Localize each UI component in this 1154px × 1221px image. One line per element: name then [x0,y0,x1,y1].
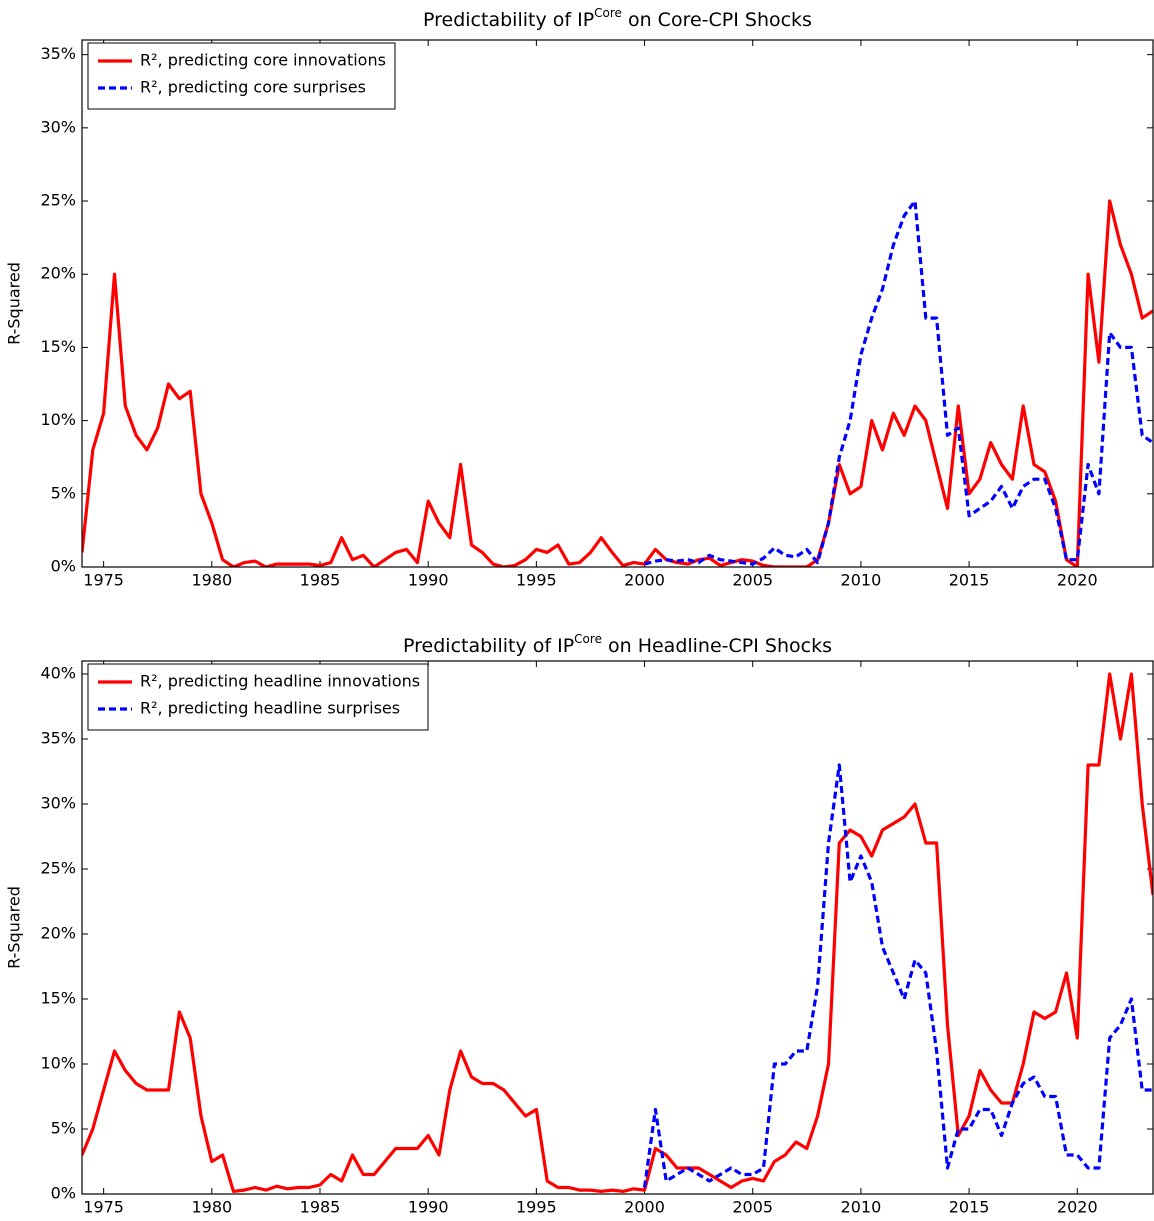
y-tick-label: 15% [40,989,76,1008]
plot-frame [81,660,1154,1195]
y-tick-label: 25% [40,191,76,210]
x-tick-label: 1985 [300,1198,341,1217]
y-tick-label: 5% [51,1119,76,1138]
y-tick-label: 15% [40,337,76,356]
y-tick-label: 30% [40,794,76,813]
x-tick-label: 1975 [83,1198,124,1217]
x-tick-label: 2010 [841,1198,882,1217]
y-axis-label: R-Squared [5,262,24,345]
x-tick-label: 2005 [732,1198,773,1217]
legend-label: R², predicting core innovations [140,51,386,70]
y-tick-label: 0% [51,557,76,576]
x-tick-label: 1980 [191,1198,232,1217]
x-tick-label: 2020 [1057,1198,1098,1217]
series-line [82,672,1153,1193]
y-axis-label: R-Squared [5,886,24,969]
x-tick-label: 2015 [949,571,990,590]
x-tick-label: 2005 [732,571,773,590]
y-tick-label: 40% [40,664,76,683]
title-part: Core [594,6,622,20]
x-tick-label: 2015 [949,1198,990,1217]
title-part: on Headline-CPI Shocks [602,635,832,657]
chart-title: Predictability of IPCore on Headline-CPI… [403,632,832,657]
subplot: Predictability of IPCore on Core-CPI Sho… [5,6,1154,590]
y-tick-label: 20% [40,264,76,283]
x-tick-label: 1985 [300,571,341,590]
x-tick-label: 2000 [624,571,665,590]
y-tick-label: 5% [51,483,76,502]
title-part: on Core-CPI Shocks [622,9,812,31]
title-part: Predictability of IP [423,9,594,31]
y-tick-label: 35% [40,44,76,63]
plot-frame [81,39,1154,568]
y-tick-label: 35% [40,729,76,748]
subplot: Predictability of IPCore on Headline-CPI… [5,632,1154,1217]
legend-box [87,42,396,110]
title-part: Predictability of IP [403,635,574,657]
x-tick-label: 1990 [408,1198,449,1217]
title-part: Core [574,632,602,646]
series-line [644,199,1153,566]
legend-label: R², predicting headline surprises [140,699,400,718]
legend-label: R², predicting headline innovations [140,672,420,691]
y-tick-label: 30% [40,117,76,136]
x-tick-label: 2010 [841,571,882,590]
legend-box [87,663,429,731]
x-tick-label: 2020 [1057,571,1098,590]
chart-title: Predictability of IPCore on Core-CPI Sho… [423,6,812,31]
y-tick-label: 0% [51,1184,76,1203]
series-line [82,199,1153,567]
series-line [642,763,1153,1188]
legend-label: R², predicting core surprises [140,78,366,97]
y-tick-label: 20% [40,924,76,943]
x-tick-label: 1975 [83,571,124,590]
y-tick-label: 10% [40,410,76,429]
y-tick-label: 10% [40,1054,76,1073]
x-tick-label: 2000 [624,1198,665,1217]
x-tick-label: 1995 [516,571,557,590]
x-tick-label: 1990 [408,571,449,590]
x-tick-label: 1980 [191,571,232,590]
x-tick-label: 1995 [516,1198,557,1217]
y-tick-label: 25% [40,859,76,878]
